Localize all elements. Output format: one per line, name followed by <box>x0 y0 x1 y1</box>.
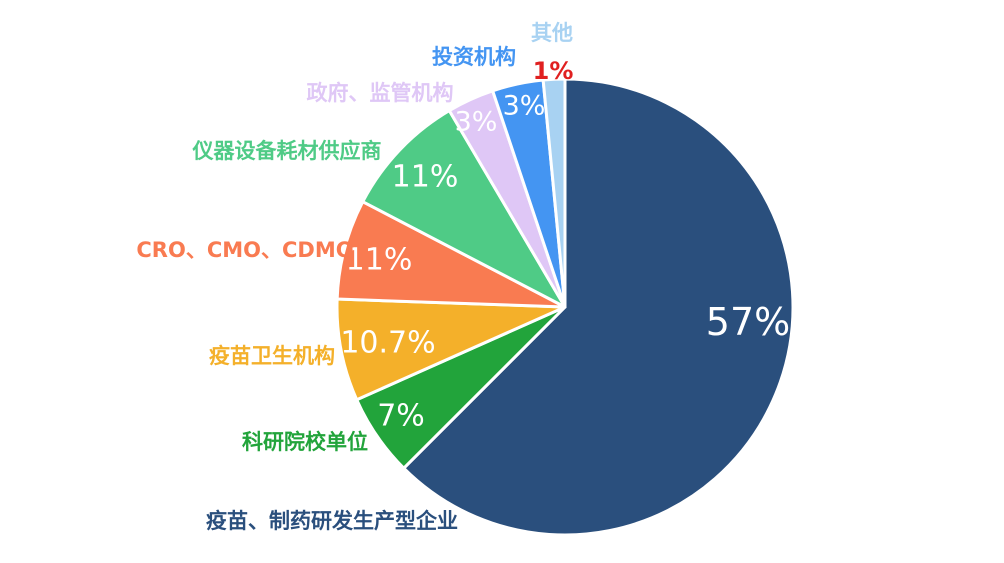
pie-slice-7 <box>541 77 567 309</box>
slice-name-label-1: 科研院校单位 <box>242 430 368 454</box>
slice-name-label-5: 政府、监管机构 <box>307 81 454 105</box>
slice-percent-label-4: 11% <box>392 160 459 195</box>
slice-percent-label-0: 57% <box>706 300 790 344</box>
slice-percent-label-3: 11% <box>346 243 413 278</box>
slice-percent-label-5: 3% <box>455 107 498 138</box>
slice-percent-label-1: 7% <box>377 399 425 434</box>
slice-percent-label-6: 3% <box>503 91 546 122</box>
slice-percent-label-2: 10.7% <box>340 326 435 361</box>
slice-name-label-2: 疫苗卫生机构 <box>209 344 335 368</box>
pie-slice-2 <box>335 297 567 402</box>
slice-percent-label-7: 1% <box>533 57 574 85</box>
slice-name-label-7: 其他 <box>531 21 573 45</box>
pie-slice-3 <box>335 200 567 309</box>
slice-name-label-3: CRO、CMO、CDMO <box>136 238 353 262</box>
slice-name-label-6: 投资机构 <box>432 45 516 69</box>
pie-slice-0 <box>402 77 795 537</box>
slice-name-label-0: 疫苗、制药研发生产型企业 <box>206 509 458 533</box>
pie-slice-4 <box>361 109 567 309</box>
slice-name-label-4: 仪器设备耗材供应商 <box>192 139 382 163</box>
